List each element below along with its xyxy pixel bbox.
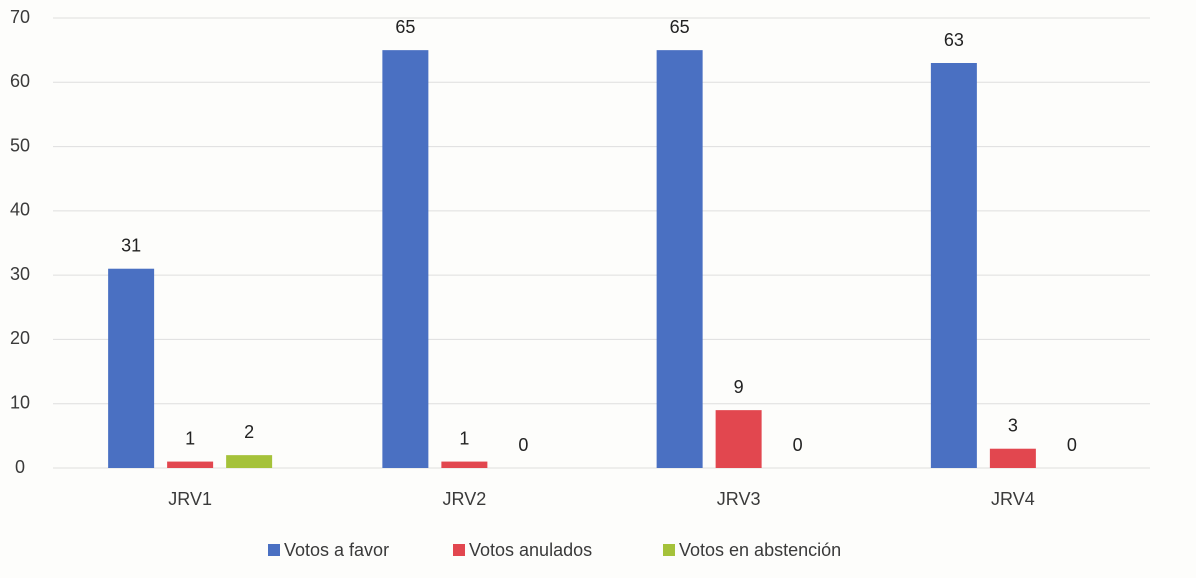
bar bbox=[656, 50, 703, 469]
data-label: 0 bbox=[518, 435, 528, 455]
y-tick-label: 60 bbox=[10, 71, 30, 91]
data-label: 1 bbox=[459, 428, 469, 448]
x-tick-label: JRV4 bbox=[991, 489, 1035, 509]
legend-swatch bbox=[268, 544, 280, 556]
data-label: 65 bbox=[395, 17, 415, 37]
x-tick-label: JRV1 bbox=[168, 489, 212, 509]
bar bbox=[715, 410, 762, 468]
data-label: 31 bbox=[121, 235, 141, 255]
legend-label: Votos anulados bbox=[469, 540, 592, 560]
legend-swatch bbox=[663, 544, 675, 556]
legend-label: Votos en abstención bbox=[679, 540, 841, 560]
data-label: 63 bbox=[944, 30, 964, 50]
x-tick-label: JRV2 bbox=[443, 489, 487, 509]
data-label: 2 bbox=[244, 422, 254, 442]
bar bbox=[382, 50, 429, 469]
data-label: 1 bbox=[185, 428, 195, 448]
bar bbox=[226, 455, 273, 468]
bar bbox=[930, 63, 977, 468]
y-tick-label: 10 bbox=[10, 392, 30, 412]
legend-label: Votos a favor bbox=[284, 540, 389, 560]
y-tick-label: 30 bbox=[10, 264, 30, 284]
data-label: 0 bbox=[793, 435, 803, 455]
bar bbox=[108, 268, 155, 468]
bar bbox=[989, 448, 1036, 468]
y-tick-label: 50 bbox=[10, 135, 30, 155]
y-tick-label: 70 bbox=[10, 7, 30, 27]
y-tick-label: 20 bbox=[10, 328, 30, 348]
data-label: 3 bbox=[1008, 415, 1018, 435]
data-label: 0 bbox=[1067, 435, 1077, 455]
data-label: 65 bbox=[670, 17, 690, 37]
y-tick-label: 0 bbox=[15, 457, 25, 477]
x-tick-label: JRV3 bbox=[717, 489, 761, 509]
y-tick-label: 40 bbox=[10, 200, 30, 220]
data-label: 9 bbox=[734, 377, 744, 397]
bar bbox=[167, 461, 214, 468]
legend-swatch bbox=[453, 544, 465, 556]
bar bbox=[441, 461, 488, 468]
